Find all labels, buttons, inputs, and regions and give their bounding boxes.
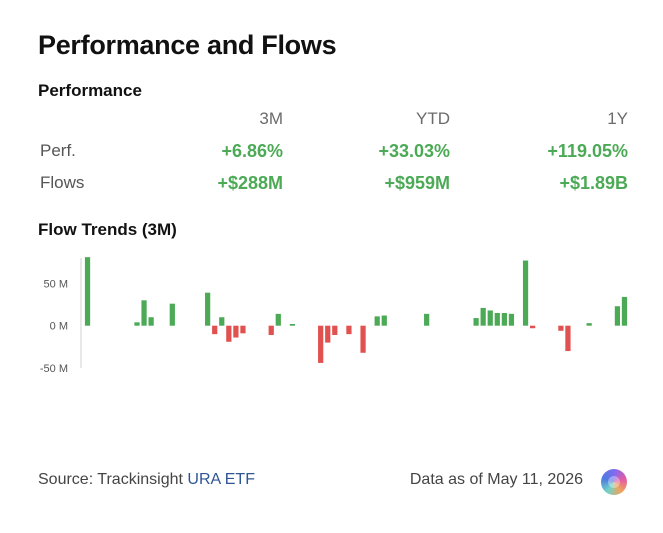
data-date: Data as of May 11, 2026: [409, 471, 583, 488]
performance-row-perf: Perf. +6.86% +33.03% +119.05%: [38, 140, 628, 172]
flow-bars: [84, 257, 628, 363]
flows-1y-value: +$1.89B: [559, 173, 628, 193]
outflow-bar[interactable]: [565, 325, 571, 352]
source-text: Source: Trackinsight URA ETF: [38, 471, 255, 489]
outflow-bar[interactable]: [325, 325, 331, 343]
flow-trends-chart: 50 M 0 M -50 M: [30, 250, 632, 380]
outflow-bar[interactable]: [558, 325, 564, 331]
page-title: Performance and Flows: [38, 30, 337, 60]
performance-row-flows: Flows +$288M +$959M +$1.89B: [38, 172, 628, 204]
inflow-bar[interactable]: [169, 303, 175, 326]
outflow-bar[interactable]: [346, 325, 352, 335]
y-tick-label: -50 M: [40, 363, 68, 375]
y-tick-label: 0 M: [50, 321, 68, 333]
inflow-bar[interactable]: [424, 313, 430, 326]
row-label-perf: Perf.: [40, 141, 76, 160]
inflow-bar[interactable]: [494, 313, 500, 326]
inflow-bar[interactable]: [289, 324, 296, 326]
outflow-bar[interactable]: [268, 325, 274, 335]
inflow-bar[interactable]: [84, 257, 91, 326]
y-tick-label: 50 M: [44, 278, 68, 290]
outflow-bar[interactable]: [240, 325, 246, 334]
inflow-bar[interactable]: [614, 306, 621, 326]
inflow-bar[interactable]: [487, 310, 493, 326]
inflow-bar[interactable]: [134, 322, 140, 326]
performance-table: 3M YTD 1Y Perf. +6.86% +33.03% +119.05% …: [38, 108, 628, 204]
row-label-flows: Flows: [40, 173, 85, 192]
flow-trends-heading: Flow Trends (3M): [38, 220, 177, 239]
inflow-bar[interactable]: [480, 307, 486, 326]
inflow-bar[interactable]: [275, 313, 281, 326]
column-header-1y: 1Y: [607, 109, 628, 128]
column-header-ytd: YTD: [416, 109, 450, 128]
inflow-bar[interactable]: [473, 318, 479, 326]
flows-ytd-value: +$959M: [384, 173, 450, 193]
flow-trends-svg: 50 M 0 M -50 M: [40, 257, 628, 375]
inflow-bar[interactable]: [586, 323, 592, 326]
inflow-bar[interactable]: [501, 313, 507, 326]
inflow-bar[interactable]: [381, 315, 387, 326]
outflow-bar[interactable]: [212, 325, 218, 335]
source-prefix: Source: Trackinsight: [38, 471, 183, 488]
performance-heading: Performance: [38, 81, 142, 100]
trackinsight-logo-icon: [601, 469, 627, 495]
inflow-bar[interactable]: [205, 292, 211, 326]
inflow-bar[interactable]: [522, 260, 529, 326]
perf-ytd-value: +33.03%: [378, 141, 450, 161]
inflow-bar[interactable]: [374, 316, 380, 326]
y-tick-labels: 50 M 0 M -50 M: [40, 278, 68, 375]
perf-1y-value: +119.05%: [547, 141, 628, 161]
perf-3m-value: +6.86%: [221, 141, 283, 161]
inflow-bar[interactable]: [219, 317, 225, 326]
outflow-bar[interactable]: [530, 325, 536, 329]
column-header-3m: 3M: [259, 109, 283, 128]
performance-header-row: 3M YTD 1Y: [38, 108, 628, 140]
outflow-bar[interactable]: [360, 325, 366, 353]
inflow-bar[interactable]: [148, 317, 154, 326]
inflow-bar[interactable]: [621, 296, 628, 326]
inflow-bar[interactable]: [508, 313, 515, 326]
outflow-bar[interactable]: [332, 325, 338, 335]
outflow-bar[interactable]: [233, 325, 239, 338]
outflow-bar[interactable]: [318, 325, 324, 363]
source-link[interactable]: URA ETF: [187, 471, 255, 488]
inflow-bar[interactable]: [141, 300, 147, 326]
flows-3m-value: +$288M: [217, 173, 283, 193]
outflow-bar[interactable]: [226, 325, 232, 342]
